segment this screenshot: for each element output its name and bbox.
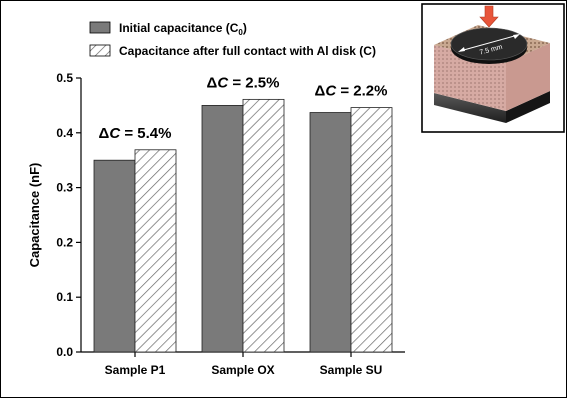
- y-tick-label: 0.5: [56, 71, 73, 85]
- delta-variable: C: [217, 74, 229, 91]
- delta-annotation: ΔC = 5.4%: [99, 125, 172, 142]
- inset-block-bottom-front: [434, 93, 506, 123]
- legend-label-initial-subscript: 0: [238, 28, 243, 37]
- legend-label-initial: Initial capacitance (C0): [119, 21, 247, 37]
- legend: Initial capacitance (C0) Capacitance aft…: [89, 21, 376, 58]
- legend-label-initial-main: Initial capacitance (C: [119, 21, 239, 35]
- bar-after-contact: [242, 98, 285, 353]
- x-tick-label: Sample P1: [105, 363, 166, 377]
- inset-block-side: [506, 43, 550, 111]
- inset-dimension-arrowhead-left: [458, 47, 465, 52]
- y-tick-label: 0.4: [56, 126, 73, 140]
- annotations: ΔC = 5.4%ΔC = 2.5% ΔC = 2.2%: [99, 74, 388, 141]
- x-ticks: Sample P1 Sample OX Sample SU: [105, 352, 383, 377]
- x-tick-label: Sample SU: [320, 363, 383, 377]
- bar-initial: [201, 105, 244, 353]
- inset-disk: [450, 27, 528, 61]
- bar-initial: [309, 112, 352, 353]
- inset-dimension-line: [459, 34, 519, 52]
- inset-device-image: 7.5 mm: [421, 3, 565, 133]
- y-tick-label: 0.2: [56, 235, 73, 249]
- delta-value: = 2.2%: [336, 83, 387, 100]
- bars: [93, 98, 393, 353]
- delta-value: = 2.5%: [228, 74, 279, 91]
- y-tick-label: 0.3: [56, 181, 73, 195]
- y-tick-label: 0.1: [56, 290, 73, 304]
- y-axis-label: Capacitance (nF): [27, 163, 42, 268]
- legend-swatch-after-contact: [89, 44, 111, 57]
- delta-annotation: ΔC = 2.2%: [315, 83, 388, 100]
- delta-annotation: ΔC = 2.5%: [207, 74, 280, 91]
- delta-symbol: Δ: [315, 83, 326, 100]
- delta-value: = 5.4%: [120, 125, 171, 142]
- inset-force-arrow-icon: [479, 5, 499, 28]
- inset-dimension-arrowhead-right: [513, 34, 520, 39]
- x-tick-label: Sample OX: [211, 363, 274, 377]
- x-axis: Sample P1 Sample OX Sample SU: [81, 351, 405, 377]
- delta-variable: C: [109, 125, 121, 142]
- y-tick-label: 0.0: [56, 345, 73, 359]
- bar-initial: [93, 159, 136, 353]
- y-axis: 0.0 0.1 0.2 0.3 0.4 0.5: [56, 71, 82, 359]
- legend-label-initial-suffix: ): [243, 21, 247, 35]
- legend-label-after-contact: Capacitance after full contact with Al d…: [119, 44, 376, 58]
- legend-swatch-initial: [89, 21, 111, 34]
- delta-variable: C: [325, 83, 337, 100]
- inset-block-bottom-side: [506, 91, 550, 123]
- bar-after-contact: [350, 107, 393, 353]
- delta-symbol: Δ: [207, 74, 218, 91]
- bar-after-contact: [134, 149, 177, 353]
- y-ticks: 0.0 0.1 0.2 0.3 0.4 0.5: [56, 71, 81, 359]
- delta-symbol: Δ: [99, 125, 110, 142]
